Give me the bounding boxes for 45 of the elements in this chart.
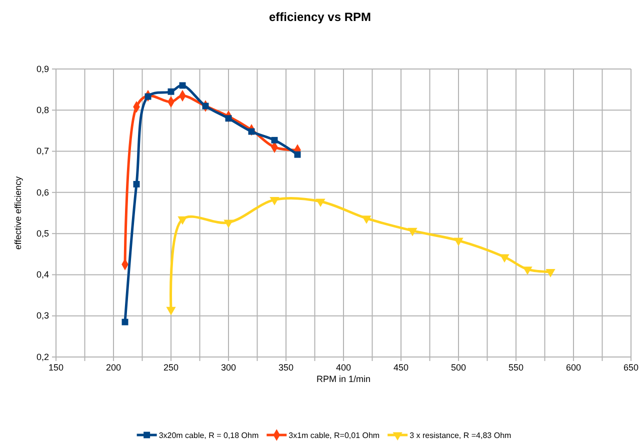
point <box>144 93 152 100</box>
y-tick-label: 0,8 <box>36 105 49 116</box>
x-tick-label: 300 <box>220 362 236 372</box>
chart-title: efficiency vs RPM <box>268 10 372 24</box>
point <box>294 151 301 158</box>
point <box>179 82 186 89</box>
point <box>225 115 232 122</box>
x-tick-label: 400 <box>336 362 352 372</box>
x-axis-title: RPM in 1/min <box>316 374 371 384</box>
y-tick-label: 0,2 <box>36 352 49 362</box>
point <box>546 269 556 278</box>
y-tick-label: 0,5 <box>36 228 49 238</box>
y-tick-label: 0,6 <box>36 187 49 198</box>
x-tick-label: 150 <box>48 362 64 372</box>
point <box>316 198 326 208</box>
x-tick-label: 200 <box>106 362 122 372</box>
point <box>454 238 464 246</box>
legend-label: 3x1m cable, R=0,01 Ohm <box>288 431 380 440</box>
y-tick-label: 0,7 <box>36 146 49 156</box>
point <box>248 128 255 135</box>
x-tick-label: 350 <box>278 362 294 372</box>
legend-label: 3 x resistance, R =4,83 Ohm <box>410 431 512 440</box>
y-tick-label: 0,9 <box>36 64 49 74</box>
x-tick-label: 500 <box>450 362 466 372</box>
point <box>500 254 510 263</box>
point <box>166 306 176 316</box>
point <box>362 216 372 224</box>
point <box>168 88 174 95</box>
point <box>270 197 280 206</box>
y-axis-title: effective efficiency <box>13 176 23 250</box>
x-tick-label: 250 <box>163 362 179 372</box>
point <box>178 216 188 225</box>
x-tick-label: 600 <box>566 362 582 372</box>
point <box>522 266 532 275</box>
y-tick-label: 0,3 <box>36 310 49 321</box>
x-tick-label: 450 <box>393 362 409 372</box>
point <box>408 228 418 236</box>
y-tick-label: 0,4 <box>36 270 49 280</box>
point <box>224 220 234 228</box>
point <box>133 180 140 188</box>
x-tick-label: 550 <box>508 362 524 372</box>
legend-label: 3x20m cable, R = 0,18 Ohm <box>158 431 259 440</box>
point <box>271 136 278 144</box>
point <box>202 102 209 110</box>
x-tick-label: 650 <box>623 362 639 372</box>
